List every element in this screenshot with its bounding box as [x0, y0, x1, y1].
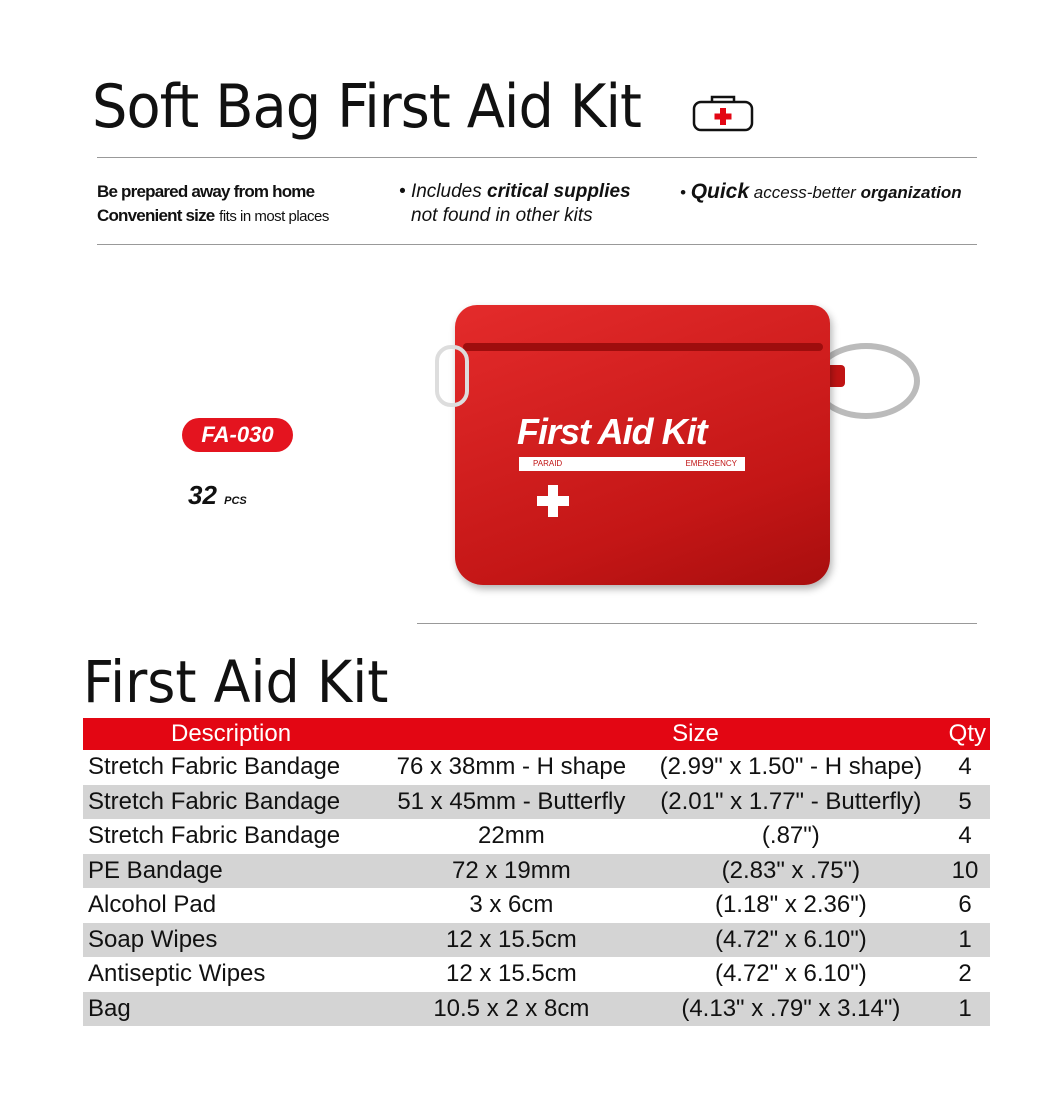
count-value: 32 [188, 480, 217, 510]
description-cell: Alcohol Pad [88, 891, 217, 919]
feature-convenience: Be prepared away from home Convenient si… [97, 180, 329, 229]
metric-size-cell: 22mm [478, 822, 545, 850]
qty-cell: 10 [940, 853, 990, 888]
table-row: Alcohol Pad 3 x 6cm (1.18" x 2.36") 6 [83, 888, 990, 923]
divider [417, 623, 977, 624]
feature-text: Be prepared away from home [97, 182, 315, 201]
cross-icon [537, 496, 569, 506]
feature-text: not found in other kits [411, 205, 593, 226]
column-header: Description [83, 718, 381, 750]
description-cell: Stretch Fabric Bandage [88, 822, 341, 850]
qty-cell: 2 [958, 960, 972, 988]
table-row: Stretch Fabric Bandage 22mm (.87") 4 [83, 819, 990, 854]
imperial-size-cell: (4.72" x 6.10") [641, 922, 940, 957]
metric-size-cell: 76 x 38mm - H shape [396, 753, 627, 781]
imperial-size-cell: (1.18" x 2.36") [714, 891, 867, 919]
qty-cell: 4 [958, 753, 972, 781]
contents-table: Description Size Qty Stretch Fabric Band… [83, 718, 990, 1026]
table-row: Bag 10.5 x 2 x 8cm (4.13" x .79" x 3.14") 1 [83, 991, 990, 1026]
description-cell: Antiseptic Wipes [88, 960, 266, 988]
imperial-size-cell: (2.01" x 1.77" - Butterfly) [641, 784, 940, 819]
product-image-bag: First Aid Kit PARAID EMERGENCY [435, 305, 830, 585]
table-row: Antiseptic Wipes 12 x 15.5cm (4.72" x 6.10… [83, 957, 990, 992]
description-cell: Bag [83, 991, 381, 1026]
description-cell: Soap Wipes [83, 922, 381, 957]
bag-label-strip: PARAID EMERGENCY [519, 457, 745, 471]
feature-supplies: • Includes critical supplies not found i… [399, 180, 631, 228]
feature-text: access-better [753, 183, 856, 202]
metric-size-cell: 72 x 19mm [381, 853, 642, 888]
table-row: Stretch Fabric Bandage 51 x 45mm - Butter… [83, 784, 990, 819]
model-badge: FA-030 [182, 418, 293, 452]
first-aid-box-icon [692, 95, 754, 132]
metric-size-cell: 10.5 x 2 x 8cm [381, 991, 642, 1026]
qty-cell: 6 [958, 891, 972, 919]
divider [97, 157, 977, 158]
imperial-size-cell: (4.72" x 6.10") [714, 960, 867, 988]
description-cell: Stretch Fabric Bandage [83, 784, 381, 819]
count-unit: PCS [224, 495, 247, 507]
feature-text: critical supplies [487, 181, 631, 202]
imperial-size-cell: (.87") [761, 822, 820, 850]
zipper [463, 343, 823, 351]
table-row: Soap Wipes 12 x 15.5cm (4.72" x 6.10") 1 [83, 922, 990, 957]
table-row: PE Bandage 72 x 19mm (2.83" x .75") 10 [83, 853, 990, 888]
table-header: Description Size Qty [83, 718, 990, 750]
description-cell: PE Bandage [83, 853, 381, 888]
qty-cell: 1 [940, 991, 990, 1026]
column-header: Qty [940, 718, 990, 750]
qty-cell: 4 [958, 822, 972, 850]
qty-cell: 1 [940, 922, 990, 957]
column-header: Size [381, 718, 940, 750]
feature-text: organization [860, 183, 962, 202]
table-row: Stretch Fabric Bandage 76 x 38mm - H shap… [83, 750, 990, 785]
description-cell: Stretch Fabric Bandage [88, 753, 341, 781]
bullet: • [680, 183, 686, 202]
feature-text: fits in most places [219, 208, 329, 225]
metric-size-cell: 3 x 6cm [469, 891, 554, 919]
page-title: Soft Bag First Aid Kit [92, 72, 642, 142]
bag-brand: PARAID [533, 459, 563, 468]
imperial-size-cell: (2.83" x .75") [641, 853, 940, 888]
feature-text: Includes [410, 181, 482, 202]
qty-cell: 5 [940, 784, 990, 819]
feature-text: Quick [690, 180, 750, 203]
bag-logo-text: First Aid Kit [517, 411, 708, 452]
section-title: First Aid Kit [83, 648, 389, 716]
zipper-pull [435, 345, 469, 407]
bullet: • [399, 181, 406, 202]
imperial-size-cell: (2.99" x 1.50" - H shape) [659, 753, 923, 781]
imperial-size-cell: (4.13" x .79" x 3.14") [641, 991, 940, 1026]
piece-count: 32 PCS [188, 480, 247, 511]
divider [97, 244, 977, 245]
feature-access: • Quick access-better organization [680, 180, 962, 205]
metric-size-cell: 51 x 45mm - Butterfly [381, 784, 642, 819]
bag-label: EMERGENCY [685, 459, 737, 468]
feature-text: Convenient size [97, 206, 215, 225]
metric-size-cell: 12 x 15.5cm [445, 960, 577, 988]
metric-size-cell: 12 x 15.5cm [381, 922, 642, 957]
